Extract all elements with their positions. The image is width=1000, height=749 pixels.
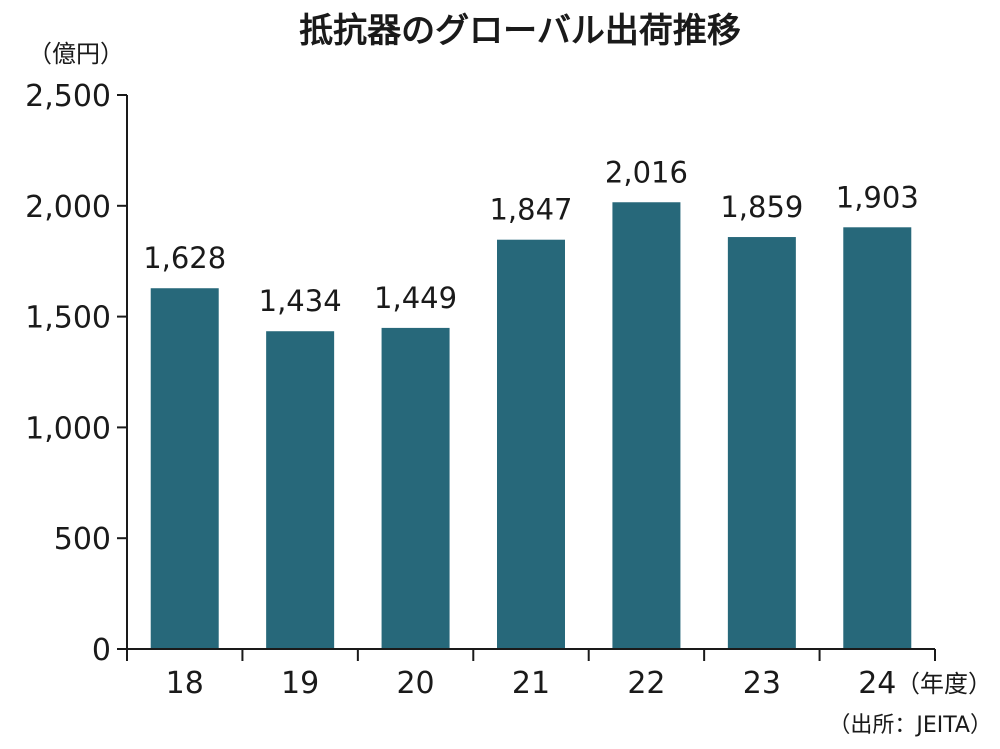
- data-labels-group: 1,628 1,434 1,449 1,847 2,016 1,859 1,903: [143, 155, 919, 318]
- x-tick-label-23: 23: [743, 666, 781, 701]
- bar-24: [843, 227, 912, 649]
- bar-21: [497, 239, 565, 649]
- x-tick-label-22: 22: [627, 666, 665, 701]
- data-label-19: 1,434: [259, 284, 342, 318]
- bar-19: [266, 331, 335, 649]
- data-label-23: 1,859: [720, 190, 803, 224]
- axes-group: 18 19 20 21 22 23 24 0 500 1,000 1,500 2,000 2,500: [25, 79, 936, 701]
- x-tick-label-24: 24: [858, 666, 896, 701]
- y-tick-label-2500: 2,500: [25, 79, 111, 114]
- y-tick-label-2000: 2,000: [25, 190, 111, 225]
- y-tick-label-500: 500: [54, 522, 111, 557]
- bars-group: [150, 202, 912, 649]
- bar-20: [381, 327, 450, 649]
- chart-title: 抵抗器のグローバル出荷推移: [299, 11, 741, 51]
- y-axis-unit-label: （億円）: [28, 40, 124, 68]
- y-tick-label-1500: 1,500: [25, 301, 111, 336]
- data-label-20: 1,449: [374, 281, 457, 315]
- source-note: （出所：JEITA）: [828, 713, 992, 738]
- data-label-22: 2,016: [605, 155, 688, 189]
- data-label-21: 1,847: [489, 193, 572, 227]
- x-tick-label-21: 21: [512, 666, 550, 701]
- x-tick-label-18: 18: [166, 666, 204, 701]
- bar-23: [727, 237, 796, 649]
- bar-18: [150, 288, 219, 649]
- y-tick-label-0: 0: [92, 633, 111, 668]
- data-label-24: 1,903: [836, 180, 919, 214]
- x-axis-unit-label: （年度）: [896, 670, 992, 698]
- data-label-18: 1,628: [143, 241, 226, 275]
- bar-22: [612, 202, 681, 649]
- y-tick-label-1000: 1,000: [25, 411, 111, 446]
- x-tick-label-20: 20: [396, 666, 434, 701]
- x-tick-label-19: 19: [281, 666, 319, 701]
